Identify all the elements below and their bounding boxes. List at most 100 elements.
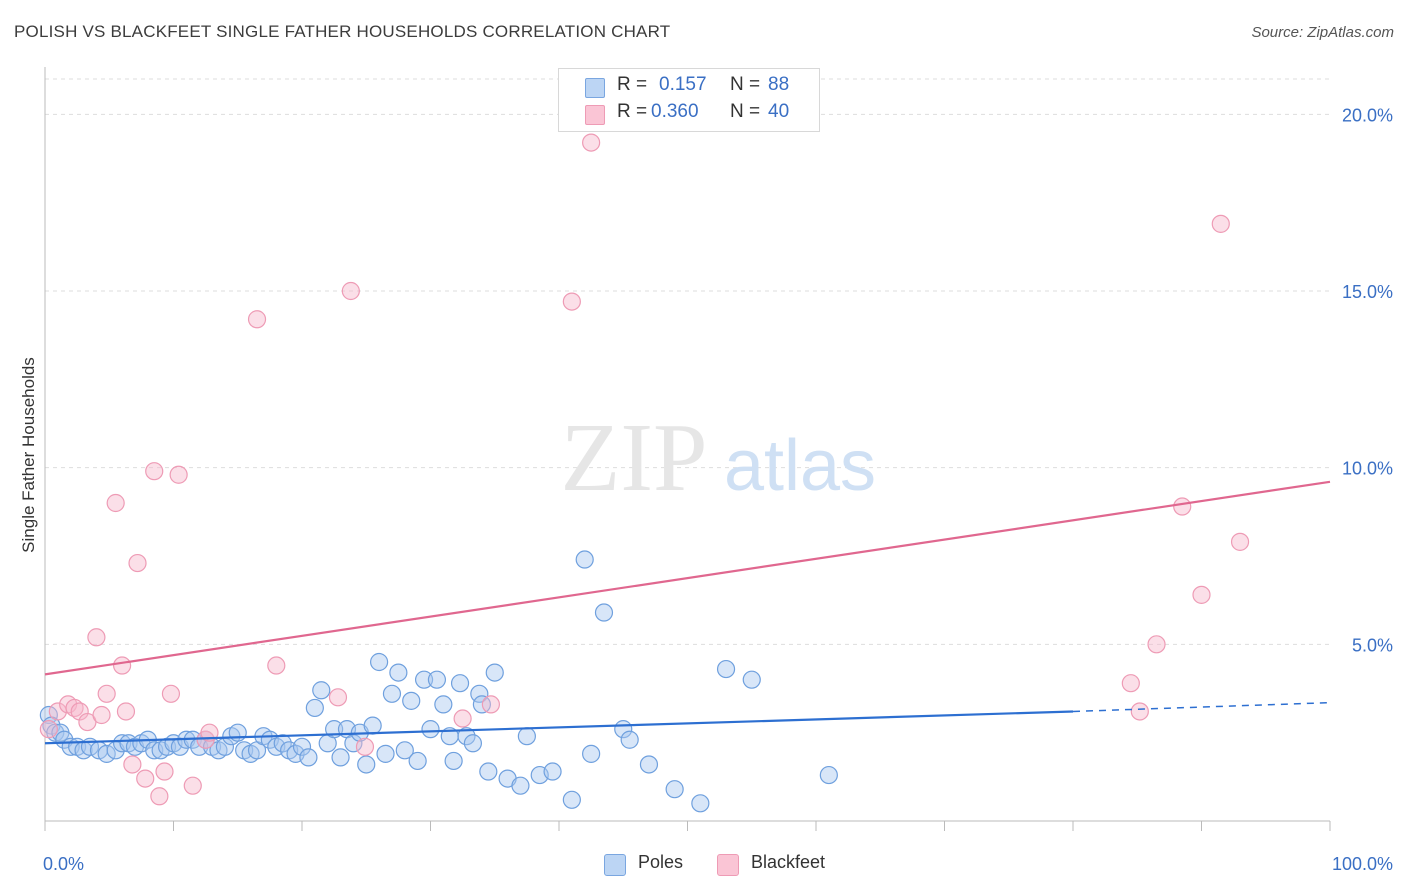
poles-trend-line — [44, 710, 1074, 745]
poles-point — [331, 748, 350, 767]
poles-point — [273, 734, 292, 753]
blackfeet-legend-label: Blackfeet — [751, 852, 826, 872]
poles-point — [742, 670, 761, 689]
blackfeet-points — [39, 133, 1250, 806]
blackfeet-n-value: 40 — [768, 101, 790, 122]
poles-point — [402, 691, 421, 710]
blackfeet-point — [247, 310, 267, 329]
poles-point — [97, 744, 116, 763]
x-tick-label: 0.0% — [43, 854, 84, 874]
poles-trend-extension — [1072, 701, 1331, 713]
y-axis-label: Single Father Households — [19, 357, 38, 553]
poles-point — [594, 603, 614, 622]
poles-point — [819, 765, 838, 785]
legend-row-poles: R = 0.157 N = 88 — [559, 74, 819, 100]
blackfeet-point — [150, 787, 169, 806]
poles-point — [716, 659, 736, 679]
blackfeet-point — [582, 133, 601, 152]
poles-swatch — [585, 78, 605, 98]
poles-point — [575, 550, 594, 569]
poles-point — [543, 762, 562, 781]
blackfeet-point — [169, 465, 188, 484]
blackfeet-point — [123, 755, 142, 774]
poles-point — [395, 741, 414, 760]
watermark: ZIP atlas — [561, 404, 877, 512]
blackfeet-point — [97, 684, 116, 703]
poles-point — [517, 727, 536, 746]
poles-point — [376, 744, 395, 763]
poles-r-label: R = — [617, 74, 648, 95]
blackfeet-point — [161, 684, 181, 703]
poles-point — [421, 720, 440, 739]
blackfeet-point — [106, 493, 125, 513]
poles-point — [382, 684, 402, 703]
blackfeet-r-label: R = — [617, 101, 648, 122]
y-tick-label: 20.0% — [1342, 105, 1393, 125]
poles-point — [312, 681, 331, 700]
poles-point — [414, 670, 434, 689]
poles-point — [408, 751, 427, 771]
poles-n-label: N = — [730, 74, 761, 95]
blackfeet-point — [341, 281, 360, 301]
blackfeet-point — [87, 628, 106, 647]
poles-point — [470, 684, 489, 703]
poles-point — [485, 663, 504, 682]
poles-point — [691, 794, 710, 813]
blackfeet-legend-swatch — [717, 854, 739, 876]
blackfeet-point — [481, 695, 500, 714]
chart-title: POLISH VS BLACKFEET SINGLE FATHER HOUSEH… — [14, 22, 671, 41]
blackfeet-point — [1130, 702, 1149, 721]
blackfeet-point — [65, 698, 84, 718]
poles-point — [457, 727, 476, 746]
blackfeet-point — [145, 462, 164, 481]
y-tick-label: 5.0% — [1352, 635, 1393, 655]
x-tick-label: 100.0% — [1332, 854, 1393, 874]
blackfeet-point — [355, 737, 375, 756]
blackfeet-point — [128, 553, 147, 573]
blackfeet-point — [562, 292, 581, 311]
blackfeet-point — [267, 656, 286, 675]
blackfeet-r-value: 0.360 — [651, 101, 699, 122]
poles-legend-swatch — [604, 854, 626, 876]
y-tick-label: 10.0% — [1342, 459, 1393, 479]
poles-point — [639, 755, 659, 774]
poles-point — [370, 652, 389, 672]
blackfeet-point — [1211, 214, 1230, 233]
blackfeet-point — [328, 688, 348, 707]
poles-point — [463, 734, 483, 753]
blackfeet-point — [1121, 674, 1140, 693]
poles-point — [511, 776, 530, 795]
poles-point — [582, 744, 601, 763]
blackfeet-point — [453, 709, 472, 728]
blackfeet-point — [200, 723, 219, 742]
blackfeet-swatch — [585, 105, 605, 125]
poles-point — [450, 674, 470, 693]
poles-point — [292, 737, 312, 756]
poles-r-value: 0.157 — [659, 74, 707, 95]
blackfeet-point — [1147, 635, 1166, 654]
blackfeet-point — [155, 762, 174, 781]
correlation-legend: R = 0.157 N = 88 R = 0.360 N = 40 — [558, 68, 820, 132]
blackfeet-point — [112, 656, 132, 675]
blackfeet-point — [136, 769, 155, 788]
blackfeet-point — [1192, 585, 1211, 604]
poles-point — [444, 751, 463, 771]
source-label: Source: ZipAtlas.com — [1251, 24, 1394, 41]
poles-legend-label: Poles — [638, 852, 684, 872]
blackfeet-n-label: N = — [730, 101, 761, 122]
poles-point — [427, 670, 447, 689]
poles-point — [305, 698, 324, 718]
poles-point — [357, 755, 376, 774]
blackfeet-point — [1230, 532, 1250, 551]
axis-ticks: 5.0% 10.0% 15.0% 20.0% 0.0% 100.0% — [43, 105, 1393, 874]
trend-lines — [44, 480, 1331, 745]
poles-point — [299, 748, 318, 767]
poles-n-value: 88 — [768, 74, 790, 95]
poles-point — [620, 730, 639, 749]
poles-point — [228, 723, 247, 742]
y-tick-label: 15.0% — [1342, 282, 1393, 302]
poles-point — [434, 695, 453, 714]
blackfeet-point — [1173, 497, 1192, 516]
gridlines — [45, 78, 1330, 645]
